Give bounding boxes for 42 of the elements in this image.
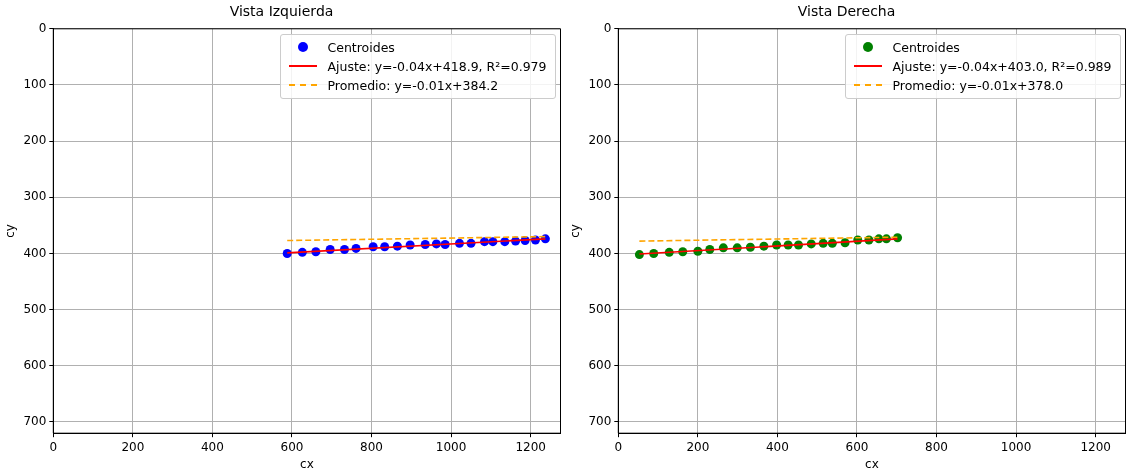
x-tick-label: 400: [200, 439, 224, 454]
x-tick-label: 1200: [1080, 439, 1111, 454]
x-tick-label: 800: [360, 439, 383, 454]
legend-label: Centroides: [892, 38, 960, 57]
y-tick-label: 200: [23, 133, 47, 148]
y-tick-label: 600: [588, 357, 612, 372]
x-tick-label: 400: [765, 439, 789, 454]
y-tick-label: 200: [588, 133, 612, 148]
y-tick-label: 100: [23, 77, 47, 92]
x-tick-label: 200: [121, 439, 145, 454]
y-tick-label: 0: [38, 20, 47, 35]
x-tick-label: 0: [49, 439, 58, 454]
x-tick-label: 1000: [1000, 439, 1032, 454]
chart-title: Vista Izquierda: [229, 3, 334, 20]
x-axis-title: cx: [300, 456, 314, 471]
x-axis-title: cx: [865, 456, 879, 471]
x-tick-label: 1200: [515, 439, 546, 454]
x-tick-label: 600: [845, 439, 869, 454]
y-tick-label: 100: [588, 77, 612, 92]
y-tick-label: 300: [588, 189, 612, 204]
y-tick-label: 700: [23, 414, 47, 429]
x-tick-label: 800: [925, 439, 948, 454]
x-tick-label: 1000: [435, 439, 467, 454]
y-tick-label: 600: [23, 357, 47, 372]
legend-label: Promedio: y=-0.01x+378.0: [892, 76, 1064, 95]
y-tick-label: 300: [23, 189, 47, 204]
y-tick-label: 500: [588, 301, 612, 316]
y-tick-label: 0: [603, 20, 612, 35]
x-tick-label: 600: [280, 439, 304, 454]
y-tick-label: 700: [588, 414, 612, 429]
chart-title: Vista Derecha: [797, 3, 896, 20]
legend-label: Centroides: [327, 38, 395, 57]
legend-label: Ajuste: y=-0.04x+403.0, R²=0.989: [892, 57, 1112, 76]
legend-label: Promedio: y=-0.01x+384.2: [327, 76, 499, 95]
x-tick-label: 200: [686, 439, 710, 454]
y-axis-title: cy: [3, 224, 18, 238]
x-tick-label: 0: [614, 439, 623, 454]
y-tick-label: 500: [23, 301, 47, 316]
y-tick-label: 400: [23, 245, 47, 260]
y-tick-label: 400: [588, 245, 612, 260]
y-axis-title: cy: [568, 224, 583, 238]
legend-label: Ajuste: y=-0.04x+418.9, R²=0.979: [327, 57, 547, 76]
